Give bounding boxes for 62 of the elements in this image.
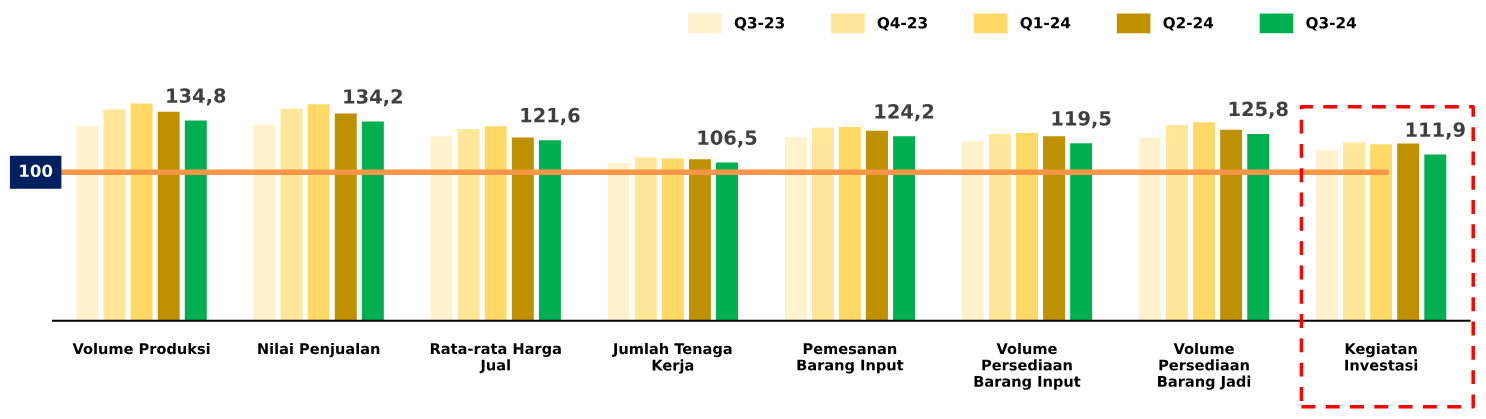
bar	[716, 162, 738, 321]
x-tick-label: Nilai Penjualan	[258, 342, 380, 358]
data-label: 125,8	[1229, 101, 1288, 119]
data-label: 134,2	[344, 89, 402, 107]
x-tick-label: Pemesanan Barang Input	[797, 343, 904, 374]
bar	[811, 127, 834, 321]
bar	[361, 121, 384, 321]
bar	[76, 126, 99, 321]
bar	[607, 162, 630, 321]
x-tick-label: Kegiatan Investasi	[1345, 342, 1418, 371]
legend-label: Q2-24	[1163, 16, 1214, 31]
bar	[961, 141, 984, 321]
bar	[103, 109, 126, 321]
bar	[988, 134, 1011, 321]
bar	[457, 129, 480, 321]
bar	[661, 158, 684, 321]
bar	[1315, 150, 1338, 321]
bar	[511, 137, 534, 321]
bar	[1193, 122, 1216, 321]
bar	[1370, 144, 1393, 321]
bar	[1424, 154, 1447, 321]
data-label: 124,2	[875, 103, 934, 122]
bar	[253, 124, 276, 321]
ref-line-label: 100	[20, 164, 53, 178]
legend-label: Q3-23	[734, 16, 784, 31]
x-tick-label: Rata-rata Harga Jual	[430, 343, 561, 374]
bar	[1138, 138, 1161, 321]
data-label: 121,6	[521, 107, 580, 126]
x-tick-label: Volume Persediaan Barang Input	[974, 342, 1081, 390]
bar	[334, 113, 357, 321]
bar	[1015, 133, 1038, 321]
bar	[1043, 136, 1066, 321]
bar	[430, 136, 453, 321]
bar	[280, 108, 303, 321]
bar	[784, 137, 807, 321]
bar	[484, 126, 507, 321]
bar	[838, 126, 861, 321]
x-tick-label: Volume Produksi	[72, 342, 210, 355]
bar	[634, 157, 657, 321]
bar	[307, 104, 330, 321]
data-label: 106,5	[698, 130, 757, 148]
bar	[688, 159, 711, 321]
x-tick-label: Jumlah Tenaga Kerja	[612, 342, 732, 374]
bar	[130, 103, 153, 321]
bar	[1070, 143, 1093, 321]
bar	[1397, 143, 1420, 321]
legend-label: Q1-24	[1020, 16, 1071, 31]
bar	[1220, 129, 1243, 321]
bar	[157, 111, 180, 321]
bar	[1165, 124, 1188, 321]
bar	[866, 130, 888, 321]
legend-label: Q3-24	[1306, 16, 1357, 31]
bar	[1343, 142, 1365, 321]
data-label: 111,9	[1406, 122, 1465, 140]
bar	[538, 140, 561, 321]
data-label: 134,8	[167, 88, 226, 106]
data-label: 119,5	[1052, 110, 1111, 129]
bar	[1247, 133, 1270, 321]
x-tick-label: Volume Persediaan Barang Jadi	[1158, 342, 1251, 390]
bar	[184, 120, 207, 321]
legend-label: Q4-23	[877, 16, 927, 31]
bar	[893, 136, 916, 321]
